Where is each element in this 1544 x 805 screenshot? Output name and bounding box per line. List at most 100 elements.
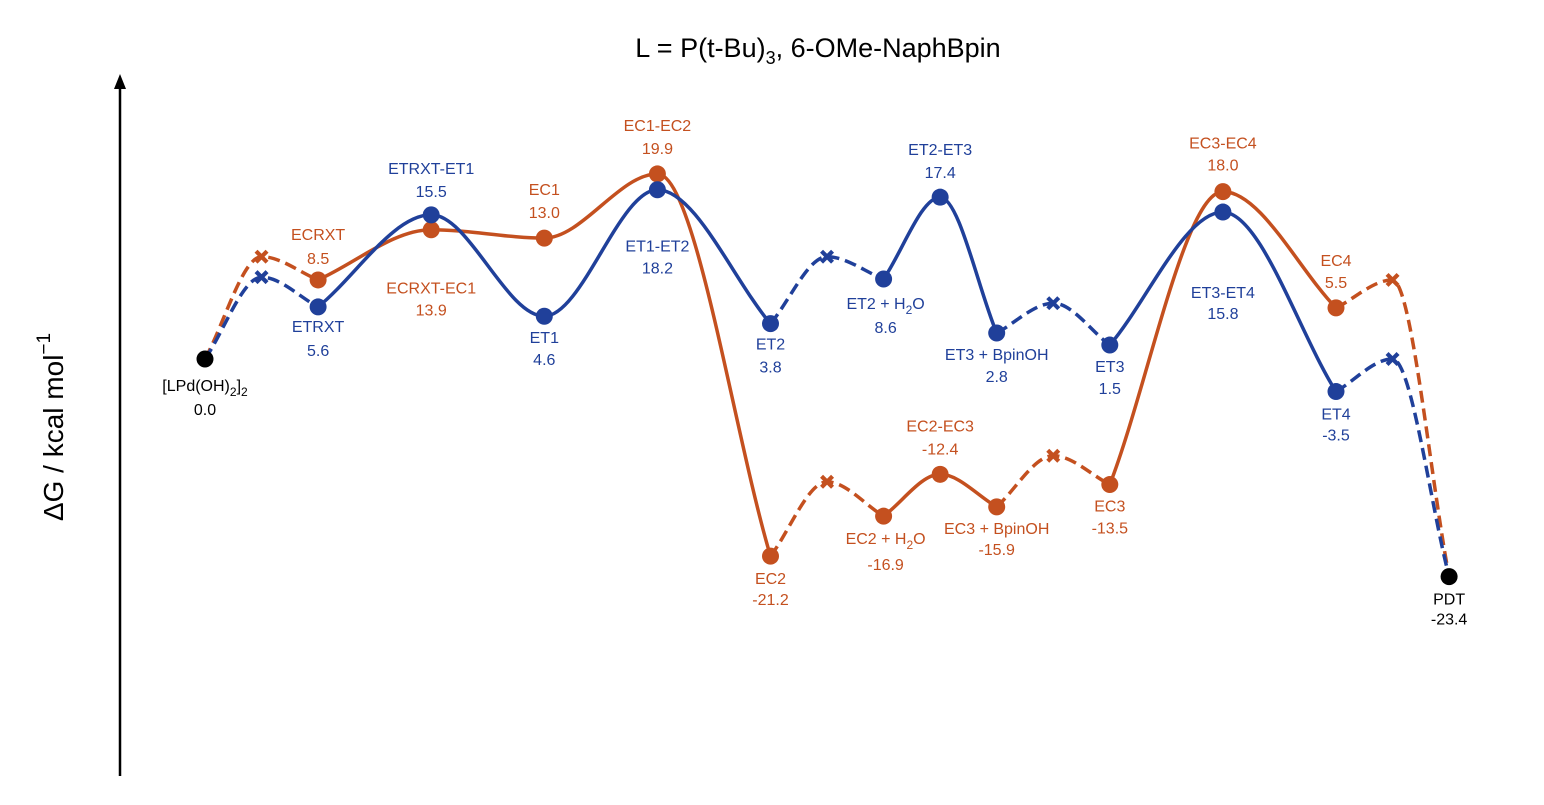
state-value-ec3b: -15.9 — [978, 542, 1015, 559]
state-name-etrxt: ETRXT — [292, 319, 345, 336]
cross-marker-xb3 — [1046, 296, 1061, 311]
state-value-et2h2o: 8.6 — [874, 320, 896, 337]
orange-curve-dashed-6 — [1335, 278, 1451, 577]
orange-curve-solid-5 — [1108, 189, 1338, 486]
state-name-ecrxt: ECRXT — [291, 227, 345, 244]
state-label-et3b: ET3 + BpinOH 2.8 — [945, 347, 1049, 386]
state-point-ec2_ec3 — [931, 465, 949, 483]
state-label-etrxt: ETRXT 5.6 — [292, 319, 345, 360]
state-value-pdt: -23.4 — [1431, 612, 1468, 629]
state-name-ecrxt_ec1: ECRXT-EC1 — [386, 281, 476, 298]
state-label-rxt: [LPd(OH)2]2 0.0 — [162, 378, 248, 419]
state-point-ec2 — [762, 547, 779, 565]
state-point-et3 — [1101, 336, 1119, 354]
state-label-et1_et2: ET1-ET2 18.2 — [625, 239, 689, 278]
state-point-et2 — [762, 315, 779, 333]
state-point-et3_et4 — [1214, 203, 1232, 221]
state-name-ec1_ec2: EC1-EC2 — [624, 118, 692, 135]
state-point-ec1 — [535, 229, 553, 247]
state-label-ecrxt_ec1: ECRXT-EC1 13.9 — [386, 281, 476, 320]
state-label-et3_et4: ET3-ET4 15.8 — [1191, 285, 1255, 323]
state-point-ec4 — [1327, 299, 1345, 317]
state-name-et2h2o: ET2 + H2O — [846, 296, 924, 317]
state-label-etrxt_et1: ETRXT-ET1 15.5 — [388, 161, 474, 201]
state-point-et4 — [1327, 383, 1345, 401]
state-label-ec3: EC3 -13.5 — [1092, 499, 1129, 538]
state-name-et2_et3: ET2-ET3 — [908, 142, 972, 159]
state-label-ec1_ec2: EC1-EC2 19.9 — [624, 118, 692, 158]
state-value-et3: 1.5 — [1099, 381, 1121, 398]
state-name-rxt: [LPd(OH)2]2 — [162, 378, 248, 399]
state-value-ec2h2o: -16.9 — [867, 557, 904, 574]
state-name-ec3_ec4: EC3-EC4 — [1189, 136, 1257, 153]
blue-curve-dashed-6 — [1335, 357, 1451, 578]
state-value-et3_et4: 15.8 — [1207, 306, 1238, 323]
state-point-et2_et3 — [931, 188, 949, 206]
state-point-ecrxt — [309, 271, 327, 289]
state-name-et4: ET4 — [1321, 407, 1350, 424]
state-point-ec3b — [988, 498, 1006, 516]
state-label-pdt: PDT -23.4 — [1431, 592, 1468, 629]
state-name-ec2h2o: EC2 + H2O — [846, 531, 926, 552]
state-point-ecrxt_ec1 — [422, 221, 440, 239]
state-label-ec3_ec4: EC3-EC4 18.0 — [1189, 136, 1257, 175]
state-value-ec4: 5.5 — [1325, 275, 1347, 292]
state-label-et4: ET4 -3.5 — [1321, 407, 1350, 445]
blue-curve-dashed-2 — [769, 254, 885, 325]
state-label-et2_et3: ET2-ET3 17.4 — [908, 142, 972, 182]
blue-curve-dashed-4 — [995, 301, 1111, 347]
state-name-ec2_ec3: EC2-EC3 — [906, 418, 974, 435]
state-value-et1: 4.6 — [533, 352, 555, 369]
state-value-ec1: 13.0 — [529, 205, 560, 222]
state-name-et1_et2: ET1-ET2 — [625, 239, 689, 256]
cross-marker-xb1 — [254, 270, 269, 285]
state-value-ec2_ec3: -12.4 — [922, 441, 959, 458]
state-label-ec1: EC1 13.0 — [529, 182, 560, 222]
state-point-et2h2o — [875, 270, 893, 288]
state-name-ec1: EC1 — [529, 182, 560, 199]
state-name-et3: ET3 — [1095, 359, 1124, 376]
state-value-ec3_ec4: 18.0 — [1207, 158, 1238, 175]
state-label-ec2: EC2 -21.2 — [752, 571, 789, 609]
state-value-et2_et3: 17.4 — [925, 165, 956, 182]
state-value-rxt: 0.0 — [194, 402, 216, 419]
state-label-ecrxt: ECRXT 8.5 — [291, 227, 345, 268]
state-name-et3b: ET3 + BpinOH — [945, 347, 1049, 364]
state-markers — [196, 165, 1458, 586]
state-point-ec3_ec4 — [1214, 183, 1232, 201]
chart-title: L = P(t-Bu)3, 6-OMe-NaphBpin — [635, 33, 1000, 68]
state-point-ec2h2o — [875, 507, 893, 525]
state-label-ec2_ec3: EC2-EC3 -12.4 — [906, 418, 974, 458]
cross-marker-xb2 — [820, 249, 835, 264]
state-value-etrxt_et1: 15.5 — [416, 184, 447, 201]
state-value-et1_et2: 18.2 — [642, 261, 673, 278]
cross-marker-xo2 — [820, 474, 835, 489]
state-value-ec2: -21.2 — [752, 592, 789, 609]
state-labels: [LPd(OH)2]2 0.0 ECRXT 8.5 ETRXT 5.6 ECRXT-EC1 1… — [162, 118, 1467, 629]
state-name-ec2: EC2 — [755, 571, 786, 588]
orange-curve-dashed-0 — [203, 254, 319, 360]
state-value-ecrxt_ec1: 13.9 — [416, 303, 447, 320]
state-value-et2: 3.8 — [759, 360, 781, 377]
state-point-etrxt — [309, 298, 327, 316]
state-point-pdt — [1440, 568, 1458, 586]
state-name-et3_et4: ET3-ET4 — [1191, 285, 1255, 302]
energy-curves — [203, 172, 1451, 578]
state-value-et4: -3.5 — [1322, 428, 1350, 445]
orange-curve-solid-1 — [317, 172, 773, 557]
state-point-etrxt_et1 — [422, 206, 440, 224]
state-value-etrxt: 5.6 — [307, 343, 329, 360]
state-name-et1: ET1 — [530, 330, 559, 347]
state-label-ec2h2o: EC2 + H2O -16.9 — [846, 531, 926, 574]
state-name-ec3: EC3 — [1094, 499, 1125, 516]
state-name-ec4: EC4 — [1320, 253, 1351, 270]
state-name-pdt: PDT — [1433, 592, 1465, 609]
state-point-rxt — [196, 350, 214, 368]
state-value-ecrxt: 8.5 — [307, 251, 329, 268]
